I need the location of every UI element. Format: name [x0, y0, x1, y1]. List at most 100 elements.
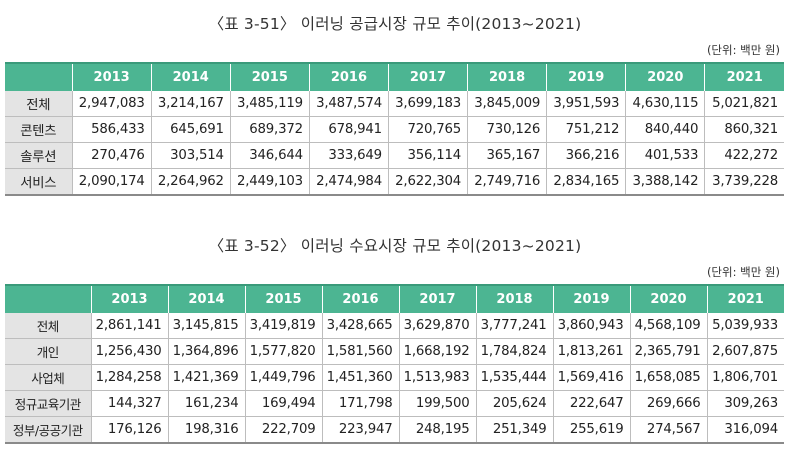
value-cell: 1,569,416 — [552, 364, 630, 391]
table-row: 정부/공공기관 176,126 198,316 222,709 223,947 248,1… — [5, 416, 784, 444]
value-cell: 1,784,824 — [475, 338, 553, 365]
value-cell: 3,739,228 — [704, 168, 784, 196]
table2-caption: 〈표 3-52〉 이러닝 수요시장 규모 추이(2013~2021) — [208, 237, 582, 255]
year-header-cell: 2017 — [387, 62, 468, 91]
row-label-cell: 정부/공공기관 — [5, 416, 91, 444]
value-cell: 1,364,896 — [167, 338, 245, 365]
value-cell: 3,485,119 — [229, 91, 310, 117]
year-header-cell: 2015 — [244, 284, 322, 313]
value-cell: 751,212 — [546, 116, 626, 143]
row-label-cell: 솔루션 — [5, 142, 73, 169]
value-cell: 1,421,369 — [167, 364, 245, 391]
value-cell: 860,321 — [704, 116, 784, 143]
value-cell: 1,577,820 — [244, 338, 322, 365]
table-row: 개인 1,256,430 1,364,896 1,577,820 1,581,560 1,… — [5, 338, 784, 365]
value-cell: 199,500 — [398, 390, 476, 417]
value-cell: 1,535,444 — [475, 364, 553, 391]
row-label-cell: 개인 — [5, 338, 91, 365]
row-label-cell: 정규교육기관 — [5, 390, 91, 417]
value-cell: 1,658,085 — [629, 364, 707, 391]
value-cell: 3,419,819 — [244, 313, 322, 339]
value-cell: 365,167 — [467, 142, 547, 169]
value-cell: 223,947 — [321, 416, 399, 444]
demand-market-table: 2013 2014 2015 2016 2017 2018 2019 2020 2021 전체 2… — [5, 284, 784, 444]
value-cell: 309,263 — [706, 390, 784, 417]
value-cell: 3,951,593 — [546, 91, 626, 117]
value-cell: 161,234 — [167, 390, 245, 417]
year-header-cell: 2021 — [706, 284, 784, 313]
value-cell: 255,619 — [552, 416, 630, 444]
table1-caption: 〈표 3-51〉 이러닝 공급시장 규모 추이(2013~2021) — [208, 15, 582, 33]
value-cell: 251,349 — [475, 416, 553, 444]
value-cell: 1,449,796 — [244, 364, 322, 391]
value-cell: 356,114 — [387, 142, 468, 169]
value-cell: 269,666 — [629, 390, 707, 417]
value-cell: 2,607,875 — [706, 338, 784, 365]
value-cell: 401,533 — [625, 142, 705, 169]
table2-header-row: 2013 2014 2015 2016 2017 2018 2019 2020 2021 — [5, 284, 784, 313]
value-cell: 2,861,141 — [90, 313, 168, 339]
row-label-cell: 콘텐츠 — [5, 116, 73, 143]
value-cell: 5,021,821 — [704, 91, 784, 117]
year-header-cell: 2016 — [308, 62, 389, 91]
supply-market-table: 2013 2014 2015 2016 2017 2018 2019 2020 2021 전체 2… — [5, 62, 784, 196]
year-header-cell: 2017 — [398, 284, 476, 313]
value-cell: 169,494 — [244, 390, 322, 417]
value-cell: 2,090,174 — [71, 168, 152, 196]
value-cell: 3,145,815 — [167, 313, 245, 339]
value-cell: 346,644 — [229, 142, 310, 169]
year-header-cell: 2019 — [552, 284, 630, 313]
value-cell: 3,487,574 — [308, 91, 389, 117]
year-header-cell: 2020 — [625, 62, 705, 91]
row-label-cell: 사업체 — [5, 364, 91, 391]
value-cell: 1,668,192 — [398, 338, 476, 365]
year-header-cell: 2016 — [321, 284, 399, 313]
value-cell: 3,845,009 — [467, 91, 547, 117]
year-header-cell: 2020 — [629, 284, 707, 313]
value-cell: 2,365,791 — [629, 338, 707, 365]
value-cell: 1,513,983 — [398, 364, 476, 391]
row-label-cell: 전체 — [5, 91, 73, 117]
value-cell: 3,629,870 — [398, 313, 476, 339]
value-cell: 2,834,165 — [546, 168, 626, 196]
year-header-cell: 2015 — [229, 62, 310, 91]
value-cell: 1,806,701 — [706, 364, 784, 391]
value-cell: 270,476 — [71, 142, 152, 169]
value-cell: 222,647 — [552, 390, 630, 417]
table-row: 솔루션 270,476 303,514 346,644 333,649 356,114 36… — [5, 142, 784, 169]
year-header-cell: 2013 — [90, 284, 168, 313]
value-cell: 144,327 — [90, 390, 168, 417]
value-cell: 303,514 — [150, 142, 231, 169]
table-row: 전체 2,947,083 3,214,167 3,485,119 3,487,574 3,… — [5, 91, 784, 117]
table-row: 전체 2,861,141 3,145,815 3,419,819 3,428,665 3,… — [5, 313, 784, 339]
value-cell: 645,691 — [150, 116, 231, 143]
value-cell: 1,813,261 — [552, 338, 630, 365]
value-cell: 720,765 — [387, 116, 468, 143]
value-cell: 689,372 — [229, 116, 310, 143]
value-cell: 333,649 — [308, 142, 389, 169]
year-header-cell: 2021 — [704, 62, 784, 91]
row-label-cell: 전체 — [5, 313, 91, 339]
table-row: 사업체 1,284,258 1,421,369 1,449,796 1,451,360 1… — [5, 364, 784, 391]
value-cell: 2,449,103 — [229, 168, 310, 196]
table-row: 콘텐츠 586,433 645,691 689,372 678,941 720,765 73… — [5, 116, 784, 143]
value-cell: 366,216 — [546, 142, 626, 169]
value-cell: 5,039,933 — [706, 313, 784, 339]
table-row: 정규교육기관 144,327 161,234 169,494 171,798 199,50… — [5, 390, 784, 417]
value-cell: 3,860,943 — [552, 313, 630, 339]
year-header-cell: 2014 — [167, 284, 245, 313]
header-corner-cell — [5, 284, 91, 313]
table1-unit: (단위: 백만 원) — [706, 43, 780, 57]
value-cell: 176,126 — [90, 416, 168, 444]
header-corner-cell — [5, 62, 73, 91]
value-cell: 205,624 — [475, 390, 553, 417]
value-cell: 4,630,115 — [625, 91, 705, 117]
value-cell: 2,264,962 — [150, 168, 231, 196]
year-header-cell: 2018 — [467, 62, 547, 91]
value-cell: 3,428,665 — [321, 313, 399, 339]
value-cell: 274,567 — [629, 416, 707, 444]
value-cell: 678,941 — [308, 116, 389, 143]
value-cell: 730,126 — [467, 116, 547, 143]
value-cell: 3,214,167 — [150, 91, 231, 117]
value-cell: 222,709 — [244, 416, 322, 444]
